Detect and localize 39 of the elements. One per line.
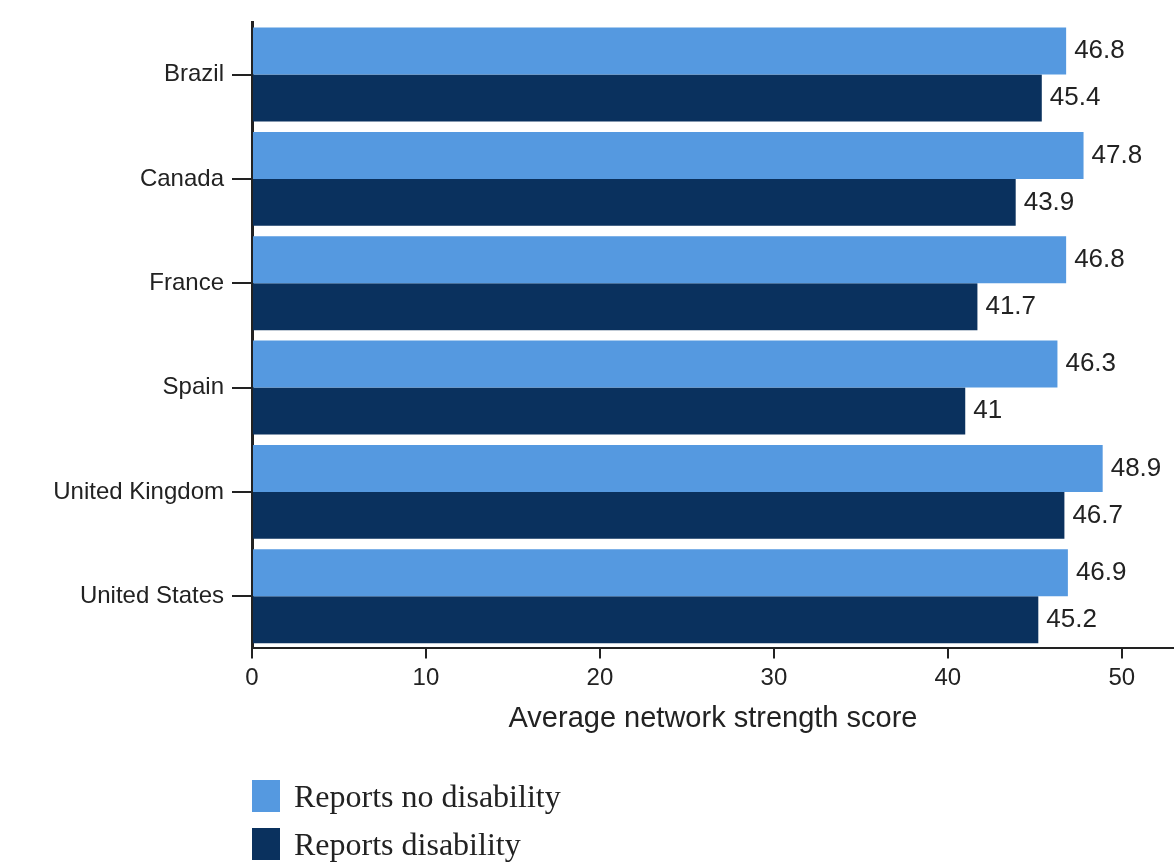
bar [253,27,1067,75]
y-tick-label: Canada [139,163,225,191]
x-tick-label: 50 [1108,663,1136,691]
x-tick-label: 30 [760,663,788,691]
bar [253,178,1016,226]
y-tick-label: Spain [162,372,224,400]
bar [253,491,1065,539]
data-label: 41 [973,394,1003,425]
bar [253,236,1067,284]
data-label: 46.8 [1074,242,1125,273]
y-tick-label: United States [79,580,224,608]
data-label: 47.8 [1091,138,1143,169]
data-label: 43.9 [1023,185,1075,216]
legend-label: Reports disability [294,825,521,862]
bar [253,283,978,331]
x-tick-label: 40 [934,663,962,691]
x-tick-label: 0 [245,663,259,691]
bar [253,387,966,435]
x-axis-title: Average network strength score [508,700,918,733]
y-tick-label: France [149,267,224,295]
data-label: 46.3 [1065,347,1117,378]
bar [253,131,1084,179]
bar [253,596,1039,644]
y-tick-label: United Kingdom [53,476,224,504]
bar [253,74,1042,122]
data-label: 46.8 [1074,34,1125,65]
x-tick-label: 20 [586,663,614,691]
legend-label: Reports no disability [294,777,561,815]
data-label: 48.9 [1110,451,1162,482]
bar [253,549,1068,597]
bar [253,340,1058,388]
data-label: 45.4 [1049,81,1101,112]
data-label: 45.2 [1046,602,1097,633]
bar [253,444,1103,492]
data-label: 46.7 [1072,498,1124,529]
data-label: 46.9 [1075,555,1127,586]
y-tick-label: Brazil [163,59,224,87]
x-tick-label: 10 [412,663,440,691]
data-label: 41.7 [985,289,1037,320]
